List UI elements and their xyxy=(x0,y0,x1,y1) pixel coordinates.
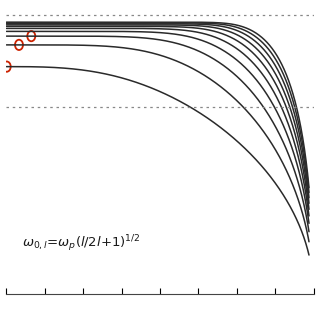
Text: $\omega_{0,l}$=$\omega_p$$(l/2l$+$1)^{1/2}$: $\omega_{0,l}$=$\omega_p$$(l/2l$+$1)^{1/… xyxy=(22,234,140,254)
